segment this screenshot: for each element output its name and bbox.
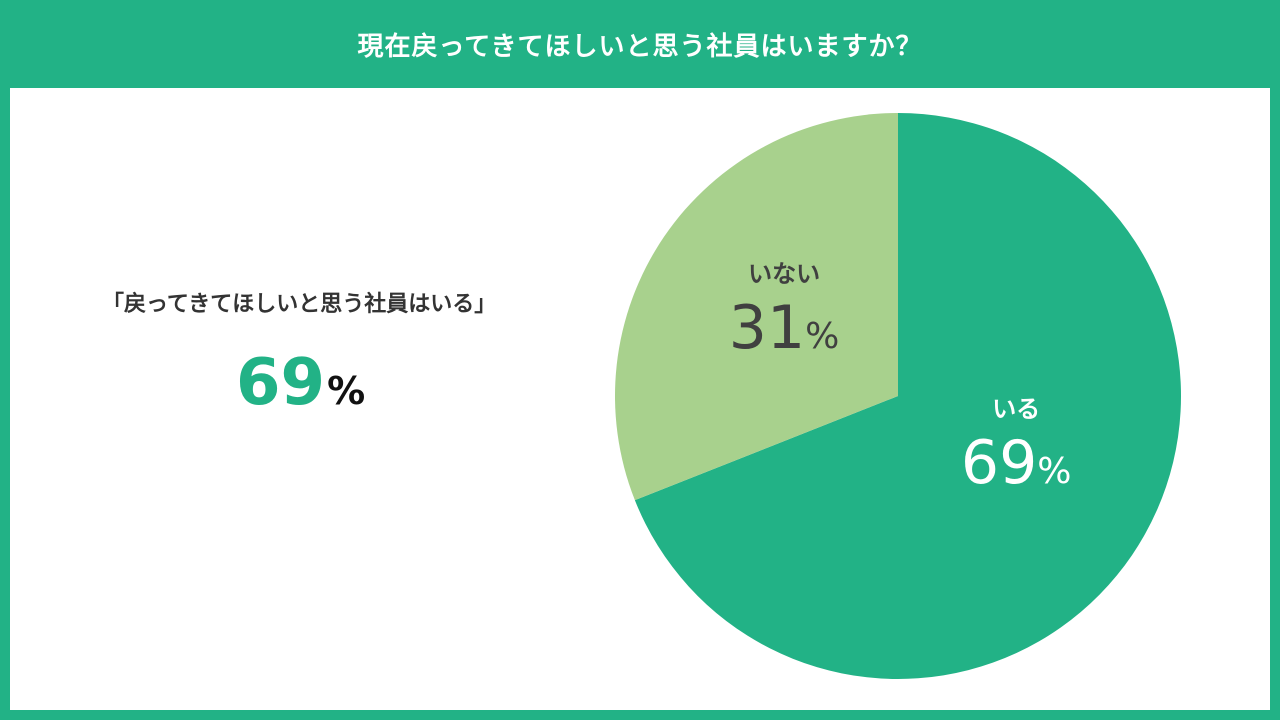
- pie-chart: いる 69% いない 31%: [614, 113, 1181, 679]
- chart-panel: 「戻ってきてほしいと思う社員はいる」 69 % いる 69% いない 31%: [10, 88, 1270, 710]
- chart-title: 現在戻ってきてほしいと思う社員はいますか？: [357, 31, 923, 62]
- summary-number: 69: [236, 346, 326, 420]
- summary-value: 69 %: [236, 346, 365, 420]
- summary-caption: 「戻ってきてほしいと思う社員はいる」: [102, 292, 497, 317]
- slice-label-value: 31%: [729, 293, 840, 363]
- pie-slice-1: [634, 113, 1181, 679]
- summary-unit: %: [327, 369, 366, 413]
- pie-slice-2: [614, 113, 898, 501]
- slice-label-value: 69%: [961, 428, 1072, 498]
- slice-label-category: いる: [992, 395, 1040, 423]
- slice-label-category: いない: [748, 260, 820, 288]
